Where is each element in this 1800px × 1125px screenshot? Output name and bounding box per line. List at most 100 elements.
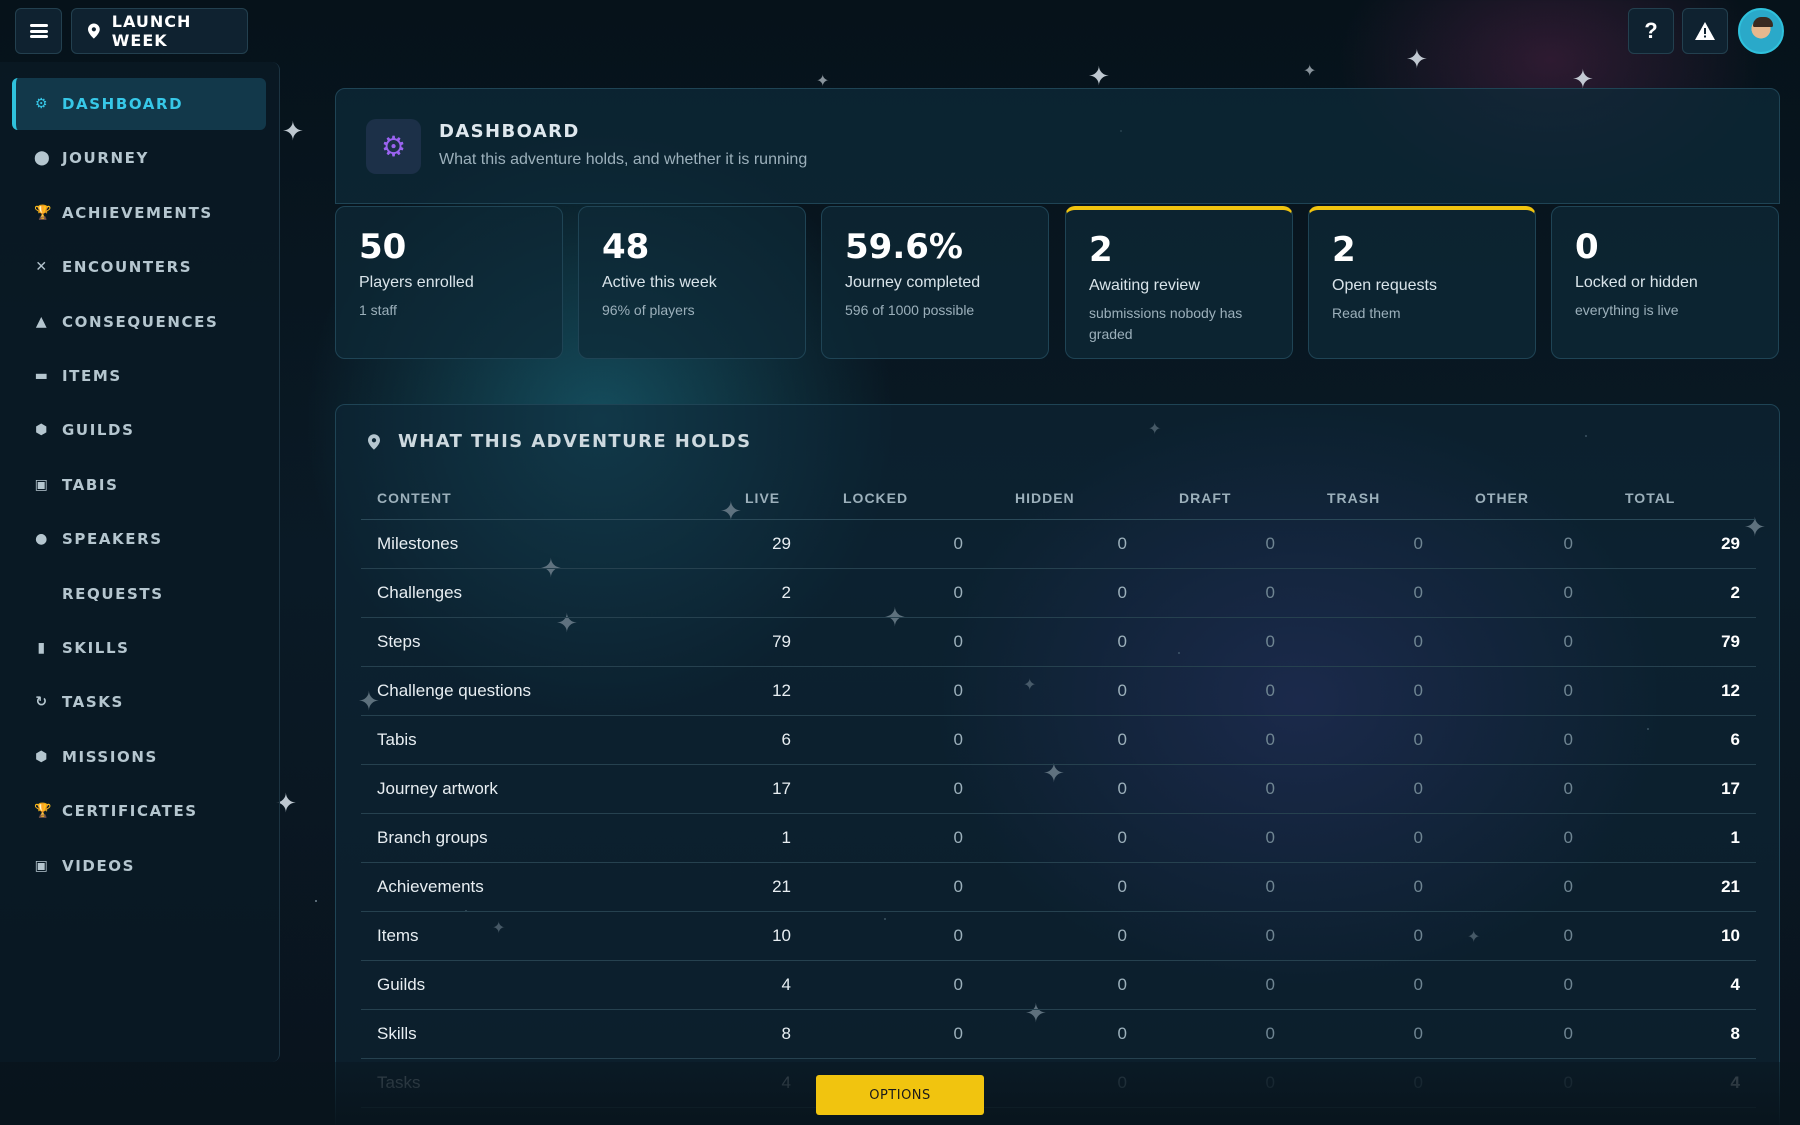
- stat-subtext: submissions nobody has graded: [1089, 305, 1243, 343]
- table-row[interactable]: Milestones 29 0 0 0 0 0 29: [361, 519, 1756, 569]
- stat-card[interactable]: 2 Open requests Read them: [1308, 206, 1536, 359]
- sidebar-item-label: SPEAKERS: [62, 530, 163, 549]
- warning-icon: [1695, 22, 1715, 40]
- value-cell: 0: [1439, 519, 1589, 569]
- column-header-content[interactable]: CONTENT: [361, 477, 691, 520]
- content-type-cell: Branch groups: [361, 813, 691, 863]
- sidebar-item-dashboard[interactable]: ⚙ DASHBOARD: [12, 78, 266, 130]
- top-bar: LAUNCH WEEK ?: [0, 0, 1800, 62]
- sidebar-item-speakers[interactable]: ● SPEAKERS: [12, 513, 266, 565]
- sidebar-item-label: ITEMS: [62, 367, 122, 385]
- content-type-cell: Journey artwork: [361, 764, 691, 814]
- value-cell: 0: [807, 764, 979, 814]
- table-row[interactable]: Items 10 0 0 0 0 0 10: [361, 911, 1756, 961]
- sidebar-item-tasks[interactable]: ↻ TASKS: [12, 676, 266, 728]
- stat-card[interactable]: 48 Active this week 96% of players: [578, 206, 806, 359]
- sidebar-item-missions[interactable]: ⬢ MISSIONS: [12, 731, 266, 783]
- stat-card[interactable]: 0 Locked or hidden everything is live: [1551, 206, 1779, 359]
- value-cell: 0: [807, 813, 979, 863]
- column-header-total[interactable]: TOTAL: [1589, 477, 1756, 520]
- column-header-locked[interactable]: LOCKED: [807, 477, 979, 520]
- table-row[interactable]: Branch groups 1 0 0 0 0 0 1: [361, 813, 1756, 863]
- basket-icon: ▬: [34, 368, 50, 384]
- column-header-other[interactable]: OTHER: [1439, 477, 1589, 520]
- value-cell: 0: [979, 911, 1143, 961]
- stat-label: Awaiting review: [1089, 277, 1200, 295]
- stat-card[interactable]: 2 Awaiting review submissions nobody has g…: [1065, 206, 1293, 359]
- stat-label: Open requests: [1332, 277, 1437, 295]
- help-button[interactable]: ?: [1628, 8, 1674, 54]
- sidebar-item-achievements[interactable]: 🏆 ACHIEVEMENTS: [12, 187, 266, 239]
- column-header-trash[interactable]: TRASH: [1291, 477, 1439, 520]
- value-cell: 0: [1291, 1009, 1439, 1059]
- table-row[interactable]: Challenge questions 12 0 0 0 0 0 12: [361, 666, 1756, 716]
- sidebar-item-certificates[interactable]: 🏆 CERTIFICATES: [12, 785, 266, 837]
- sidebar-item-items[interactable]: ▬ ITEMS: [12, 350, 266, 402]
- sidebar-item-label: REQUESTS: [62, 584, 164, 603]
- sidebar-item-label: CONSEQUENCES: [62, 312, 219, 331]
- value-cell: 0: [1291, 764, 1439, 814]
- stat-subtext: 1 staff: [359, 302, 397, 319]
- value-cell: 0: [979, 1009, 1143, 1059]
- hamburger-icon: [29, 24, 48, 38]
- content-type-cell: Challenges: [361, 568, 691, 618]
- value-cell: 4: [1589, 960, 1756, 1010]
- menu-button[interactable]: [15, 8, 62, 54]
- stat-value: 0: [1575, 227, 1599, 267]
- shield-icon: ⬢: [35, 748, 49, 765]
- sidebar-item-journey[interactable]: ⬤ JOURNEY: [12, 132, 266, 184]
- adventure-selector-button[interactable]: LAUNCH WEEK: [71, 8, 248, 54]
- value-cell: 0: [1439, 715, 1589, 765]
- value-cell: 0: [1439, 617, 1589, 667]
- sidebar-item-consequences[interactable]: ▲ CONSEQUENCES: [12, 296, 266, 348]
- sidebar-item-label: MISSIONS: [62, 747, 158, 766]
- stat-value: 48: [602, 227, 650, 267]
- table-row[interactable]: Steps 79 0 0 0 0 0 79: [361, 617, 1756, 667]
- value-cell: 0: [1291, 911, 1439, 961]
- content-type-cell: Achievements: [361, 862, 691, 912]
- sidebar-item-label: GUILDS: [62, 421, 135, 440]
- table-row[interactable]: Journey artwork 17 0 0 0 0 0 17: [361, 764, 1756, 814]
- sidebar-item-label: CERTIFICATES: [62, 802, 198, 821]
- value-cell: 0: [1291, 617, 1439, 667]
- sidebar-item-encounters[interactable]: ✕ ENCOUNTERS: [12, 241, 266, 293]
- column-header-live[interactable]: LIVE: [691, 477, 807, 520]
- loop-icon: ↻: [35, 694, 49, 711]
- value-cell: 17: [1589, 764, 1756, 814]
- table-row[interactable]: Challenges 2 0 0 0 0 0 2: [361, 568, 1756, 618]
- table-row[interactable]: Skills 8 0 0 0 0 0 8: [361, 1009, 1756, 1059]
- value-cell: 10: [691, 911, 807, 961]
- stat-value: 50: [359, 227, 407, 267]
- column-header-hidden[interactable]: HIDDEN: [979, 477, 1143, 520]
- sidebar-item-requests[interactable]: REQUESTS: [12, 568, 266, 620]
- value-cell: 0: [979, 519, 1143, 569]
- content-overview-title: WHAT THIS ADVENTURE HOLDS: [368, 431, 752, 452]
- value-cell: 29: [1589, 519, 1756, 569]
- sidebar-item-label: SKILLS: [62, 639, 130, 657]
- alerts-button[interactable]: [1682, 8, 1728, 54]
- trophy-icon: 🏆: [34, 204, 54, 221]
- content-type-cell: Guilds: [361, 960, 691, 1010]
- value-cell: 1: [1589, 813, 1756, 863]
- value-cell: 0: [1439, 813, 1589, 863]
- options-button[interactable]: OPTIONS: [816, 1075, 984, 1115]
- stat-card[interactable]: 59.6% Journey completed 596 of 1000 possib…: [821, 206, 1049, 359]
- page-title: DASHBOARD: [439, 121, 580, 142]
- value-cell: 21: [1589, 862, 1756, 912]
- content-type-cell: Tabis: [361, 715, 691, 765]
- stat-card[interactable]: 50 Players enrolled 1 staff: [335, 206, 563, 359]
- sidebar-item-guilds[interactable]: ⬢ GUILDS: [12, 404, 266, 456]
- stat-value: 2: [1332, 230, 1356, 270]
- table-row[interactable]: Tabis 6 0 0 0 0 0 6: [361, 715, 1756, 765]
- sidebar-item-videos[interactable]: ▣ VIDEOS: [12, 840, 266, 892]
- sidebar-item-skills[interactable]: ▮ SKILLS: [12, 622, 266, 674]
- column-header-draft[interactable]: DRAFT: [1143, 477, 1291, 520]
- table-row[interactable]: Achievements 21 0 0 0 0 0 21: [361, 862, 1756, 912]
- value-cell: 2: [691, 568, 807, 618]
- sidebar-item-tabis[interactable]: ▣ TABIS: [12, 459, 266, 511]
- table-row[interactable]: Guilds 4 0 0 0 0 0 4: [361, 960, 1756, 1010]
- user-avatar[interactable]: [1738, 8, 1784, 54]
- value-cell: 0: [979, 764, 1143, 814]
- sidebar-nav: ⚙ DASHBOARD ⬤ JOURNEY 🏆 ACHIEVEMENTS ✕ ENCOUNTE…: [0, 62, 280, 1062]
- value-cell: 0: [1143, 715, 1291, 765]
